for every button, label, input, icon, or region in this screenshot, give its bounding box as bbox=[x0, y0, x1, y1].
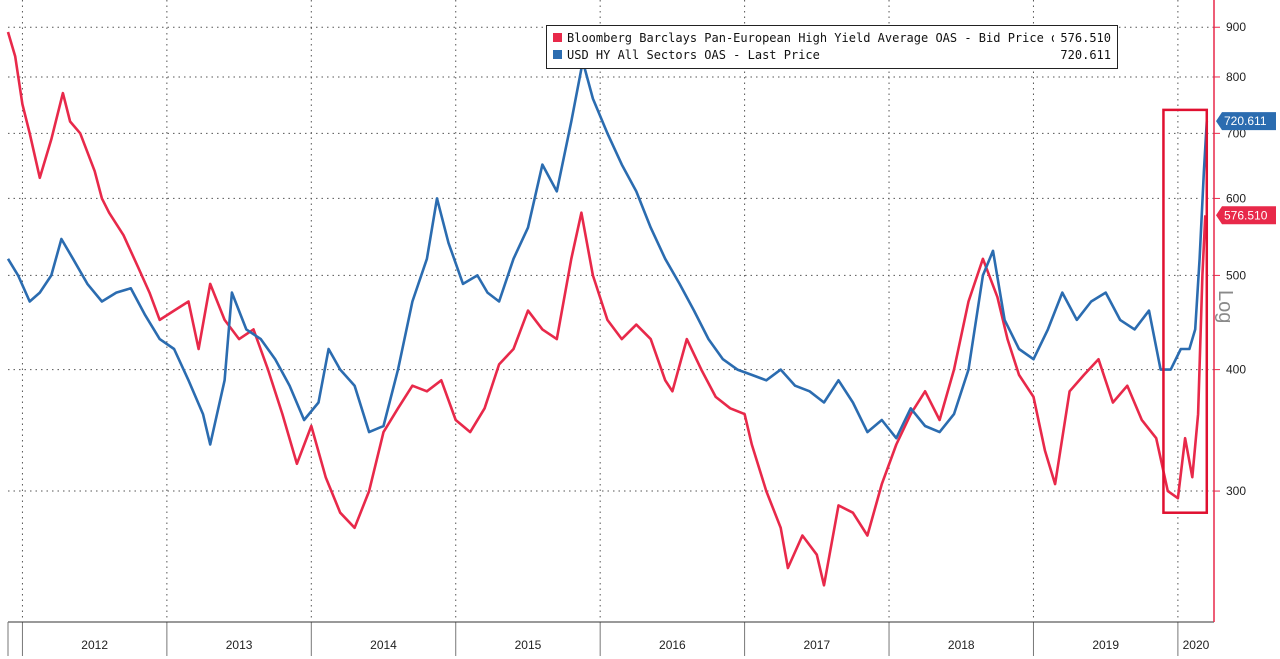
y-tick-label-600: 600 bbox=[1226, 191, 1246, 205]
x-tick-label-2013: 2013 bbox=[226, 638, 253, 652]
y-tick-label-900: 900 bbox=[1226, 20, 1246, 34]
series-lines bbox=[6, 31, 1209, 587]
x-tick-label-2016: 2016 bbox=[659, 638, 686, 652]
log-scale-label: Log bbox=[1214, 290, 1236, 324]
highlight-box bbox=[1162, 108, 1209, 514]
y-tick-label-300: 300 bbox=[1226, 484, 1246, 498]
legend-value-eur-hy: 576.510 bbox=[1060, 30, 1111, 45]
legend-value-usd-hy: 720.611 bbox=[1060, 47, 1111, 62]
x-tick-label-2015: 2015 bbox=[515, 638, 542, 652]
legend-label-eur-hy: Bloomberg Barclays Pan-European High Yie… bbox=[567, 30, 1054, 45]
last-value-tag-0 bbox=[1216, 206, 1276, 225]
legend-swatch-usd-hy bbox=[553, 50, 562, 59]
x-tick-label-2014: 2014 bbox=[370, 638, 397, 652]
series-line-1 bbox=[6, 60, 1209, 446]
legend-entry-usd-hy: USD HY All Sectors OAS - Last Price 720.… bbox=[553, 46, 1111, 63]
legend-label-usd-hy: USD HY All Sectors OAS - Last Price bbox=[567, 47, 820, 62]
x-tick-label-2017: 2017 bbox=[803, 638, 830, 652]
series-line-0 bbox=[6, 31, 1207, 587]
last-value-tags: 576.510 720.611 bbox=[1216, 112, 1276, 225]
x-tick-label-2018: 2018 bbox=[948, 638, 975, 652]
legend-entry-eur-hy: Bloomberg Barclays Pan-European High Yie… bbox=[553, 29, 1111, 46]
x-tick-label-2019: 2019 bbox=[1092, 638, 1119, 652]
last-value-tag-label-1: 720.611 bbox=[1224, 114, 1267, 128]
x-tick-label-2020: 2020 bbox=[1183, 638, 1210, 652]
gridlines bbox=[8, 0, 1214, 622]
legend-swatch-eur-hy bbox=[553, 33, 562, 42]
y-tick-label-400: 400 bbox=[1226, 363, 1246, 377]
chart-legend: Bloomberg Barclays Pan-European High Yie… bbox=[546, 25, 1118, 69]
last-value-tag-1 bbox=[1216, 112, 1276, 131]
highlight-box-layer bbox=[1162, 108, 1209, 514]
last-value-tag-label-0: 576.510 bbox=[1224, 208, 1268, 222]
y-tick-label-500: 500 bbox=[1226, 268, 1246, 282]
x-tick-label-2012: 2012 bbox=[81, 638, 108, 652]
y-tick-label-800: 800 bbox=[1226, 70, 1246, 84]
